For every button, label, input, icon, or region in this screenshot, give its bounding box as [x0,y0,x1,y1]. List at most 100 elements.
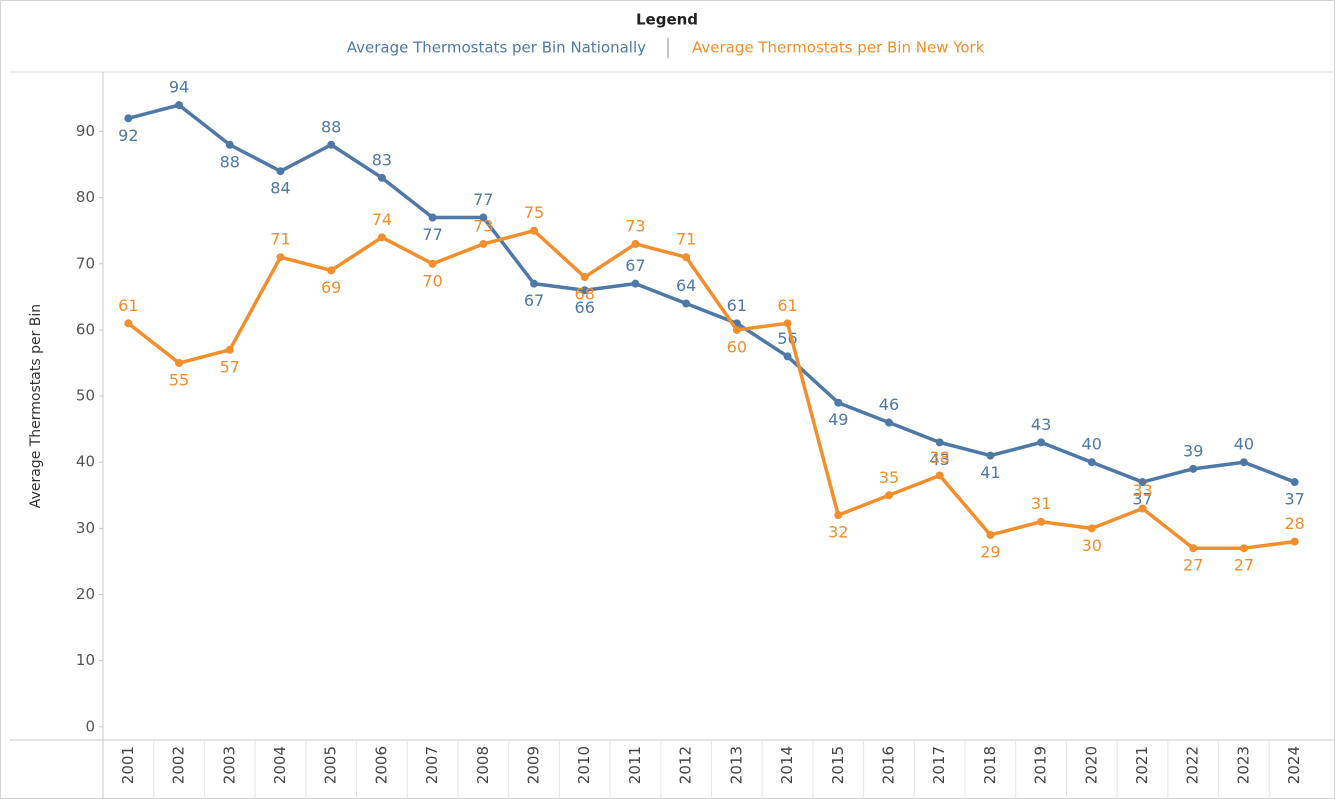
data-label: 37 [1132,490,1152,509]
data-point [327,266,336,275]
data-label: 40 [1234,435,1254,454]
data-point [682,299,691,308]
data-label: 73 [473,216,493,235]
data-label: 38 [930,448,950,467]
data-point [225,140,234,149]
x-tick-label: 2001 [119,746,137,784]
data-label: 27 [1183,556,1203,575]
x-tick-label: 2015 [829,746,847,784]
data-point [175,359,184,368]
x-tick-label: 2007 [423,746,441,784]
data-point [428,213,437,222]
x-tick-label: 2023 [1234,746,1252,784]
data-label: 70 [422,271,442,290]
data-point [986,530,995,539]
data-point [1290,537,1299,546]
x-tick-label: 2009 [525,746,543,784]
x-tick-label: 2014 [778,746,796,784]
data-label: 55 [169,371,189,390]
data-point [580,286,589,295]
data-label: 37 [1284,490,1304,509]
x-tick-label: 2002 [170,746,188,784]
data-label: 46 [879,395,899,414]
data-point [884,491,893,500]
data-point [225,345,234,354]
data-point [377,233,386,242]
data-label: 27 [1234,556,1254,575]
x-tick-label: 2011 [626,746,644,784]
data-label: 67 [524,291,544,310]
data-label: 77 [422,225,442,244]
data-label: 61 [727,296,747,315]
data-label: 43 [930,450,950,469]
data-point [783,319,792,328]
data-point [1239,544,1248,553]
data-point [1037,517,1046,526]
y-axis-title: Average Thermostats per Bin [28,304,44,508]
data-label: 67 [625,256,645,275]
data-label: 88 [220,152,240,171]
legend-entry: Average Thermostats per Bin Nationally [347,39,646,57]
x-tick-label: 2013 [727,746,745,784]
data-label: 74 [372,210,392,229]
data-label: 83 [372,150,392,169]
data-label: 69 [321,278,341,297]
x-tick-label: 2008 [474,746,492,784]
data-label: 61 [777,296,797,315]
data-point [631,279,640,288]
data-point [682,253,691,262]
data-label: 40 [1082,435,1102,454]
data-label: 57 [220,357,240,376]
data-point [428,259,437,268]
data-point [276,253,285,262]
data-label: 35 [879,468,899,487]
data-label: 32 [828,523,848,542]
data-label: 92 [118,126,138,145]
data-point [935,471,944,480]
data-label: 41 [980,463,1000,482]
data-point [1087,458,1096,467]
x-tick-label: 2018 [981,746,999,784]
y-tick-label: 80 [76,188,95,206]
data-label: 29 [980,542,1000,561]
data-label: 94 [169,78,189,97]
data-label: 68 [575,285,595,304]
data-point [377,173,386,182]
data-point [1037,438,1046,447]
x-tick-label: 2017 [930,746,948,784]
x-tick-label: 2003 [220,746,238,784]
data-label: 75 [524,203,544,222]
data-point [327,140,336,149]
data-point [935,438,944,447]
data-point [124,319,133,328]
data-point [1290,478,1299,487]
y-tick-label: 90 [76,122,95,140]
series-line [127,103,1296,484]
x-tick-label: 2019 [1032,746,1050,784]
data-label: 88 [321,117,341,136]
data-label: 43 [1031,415,1051,434]
data-point [1239,458,1248,467]
data-label: 31 [1031,494,1051,513]
x-tick-label: 2021 [1133,746,1151,784]
data-point [530,279,539,288]
x-tick-label: 2016 [879,746,897,784]
data-label: 28 [1284,514,1304,533]
data-point [479,213,488,222]
x-tick-label: 2010 [575,746,593,784]
data-point [1189,464,1198,473]
x-tick-label: 2020 [1082,746,1100,784]
x-tick-label: 2006 [372,746,390,784]
y-tick-label: 40 [76,453,95,471]
data-point [834,511,843,520]
data-point [783,352,792,361]
data-point [580,273,589,282]
data-label: 66 [575,298,595,317]
x-tick-label: 2004 [271,746,289,784]
y-tick-label: 20 [76,585,95,603]
data-label: 39 [1183,441,1203,460]
data-point [479,239,488,248]
data-label: 71 [676,230,696,249]
y-tick-label: 70 [76,254,95,272]
